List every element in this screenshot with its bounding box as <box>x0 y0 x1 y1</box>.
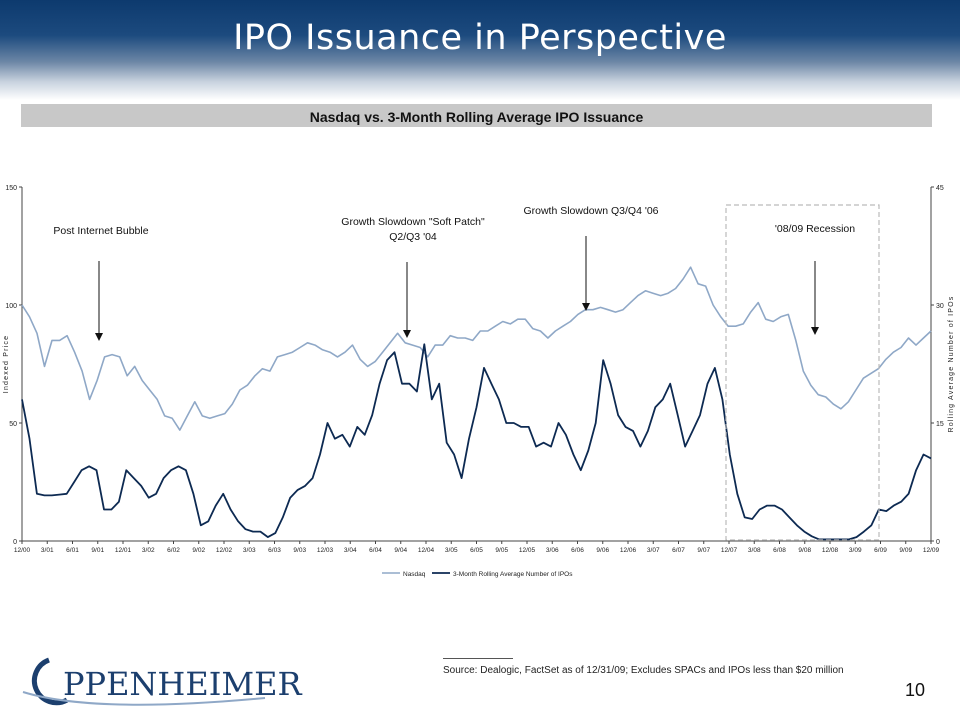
x-tick-label: 9/06 <box>596 547 609 554</box>
x-tick-label: 9/08 <box>798 547 811 554</box>
y-right-tick-label: 30 <box>936 303 944 310</box>
x-tick-label: 9/04 <box>394 547 407 554</box>
x-tick-label: 12/09 <box>923 547 940 554</box>
y-left-tick-label: 150 <box>5 185 17 192</box>
arrow-slowdown-06-head <box>582 303 590 311</box>
source-note: Source: Dealogic, FactSet as of 12/31/09… <box>443 665 844 676</box>
x-tick-label: 12/06 <box>620 547 637 554</box>
arrow-post-internet-bubble-head <box>95 333 103 341</box>
source-rule <box>443 658 513 659</box>
x-tick-label: 6/03 <box>268 547 281 554</box>
x-tick-label: 3/05 <box>445 547 458 554</box>
x-tick-label: 6/04 <box>369 547 382 554</box>
x-tick-label: 9/07 <box>697 547 710 554</box>
annotation-recession: '08/09 Recession <box>775 223 855 235</box>
x-tick-label: 6/06 <box>571 547 584 554</box>
logo-mark <box>22 657 266 706</box>
x-tick-label: 12/03 <box>317 547 334 554</box>
x-tick-label: 6/02 <box>167 547 180 554</box>
y-right-tick-label: 15 <box>936 421 944 428</box>
x-tick-label: 12/01 <box>115 547 132 554</box>
legend-nasdaq-label: Nasdaq <box>403 571 426 578</box>
recession-highlight-box <box>725 204 880 541</box>
annotation-post-internet-bubble: Post Internet Bubble <box>53 225 148 237</box>
header-bar <box>0 0 960 100</box>
y-left-tick-label: 50 <box>9 421 17 428</box>
x-tick-label: 6/05 <box>470 547 483 554</box>
x-tick-label: 3/06 <box>546 547 559 554</box>
ipo-rolling-average-line <box>21 343 932 541</box>
x-tick-label: 3/04 <box>344 547 357 554</box>
oppenheimer-logo: PPENHEIMER <box>15 652 302 710</box>
x-tick-label: 3/01 <box>41 547 54 554</box>
y-left-axis-title: Indexed Price <box>3 335 10 393</box>
annotation-soft-patch: Growth Slowdown "Soft Patch" <box>341 216 485 228</box>
logo-text: PPENHEIMER <box>63 665 302 703</box>
arrow-recession-head <box>811 327 819 335</box>
y-left-tick-label: 100 <box>5 303 17 310</box>
y-right-tick-label: 45 <box>936 185 944 192</box>
nasdaq-line <box>21 266 932 431</box>
x-tick-label: 12/07 <box>721 547 738 554</box>
x-tick-label: 12/02 <box>216 547 233 554</box>
x-tick-label: 12/05 <box>519 547 536 554</box>
legend-ipo-label: 3-Month Rolling Average Number of IPOs <box>453 571 573 578</box>
x-tick-label: 6/09 <box>874 547 887 554</box>
x-tick-label: 9/03 <box>293 547 306 554</box>
y-left-tick-label: 0 <box>13 539 17 546</box>
y-right-tick-label: 0 <box>936 539 940 546</box>
chart-title-banner: Nasdaq vs. 3-Month Rolling Average IPO I… <box>21 104 932 127</box>
annotation-slowdown-06: Growth Slowdown Q3/Q4 '06 <box>523 205 658 217</box>
x-tick-label: 12/00 <box>14 547 31 554</box>
page-title: IPO Issuance in Perspective <box>233 18 727 58</box>
x-tick-label: 6/07 <box>672 547 685 554</box>
chart-title: Nasdaq vs. 3-Month Rolling Average IPO I… <box>309 109 644 125</box>
x-tick-label: 6/01 <box>66 547 79 554</box>
x-tick-label: 9/02 <box>192 547 205 554</box>
x-tick-label: 9/09 <box>899 547 912 554</box>
x-tick-label: 3/09 <box>849 547 862 554</box>
page-number: 10 <box>905 680 926 700</box>
x-tick-label: 3/02 <box>142 547 155 554</box>
y-right-axis-title: Rolling Average Number of IPOs <box>948 295 955 432</box>
x-tick-label: 6/08 <box>773 547 786 554</box>
x-tick-label: 3/07 <box>647 547 660 554</box>
x-tick-label: 9/01 <box>91 547 104 554</box>
x-tick-label: 3/03 <box>243 547 256 554</box>
arrow-soft-patch-head <box>403 330 411 338</box>
x-tick-label: 12/08 <box>822 547 839 554</box>
annotation-soft-patch-line2: Q2/Q3 '04 <box>389 231 437 243</box>
x-tick-label: 3/08 <box>748 547 761 554</box>
x-tick-label: 12/04 <box>418 547 435 554</box>
x-tick-label: 9/05 <box>495 547 508 554</box>
